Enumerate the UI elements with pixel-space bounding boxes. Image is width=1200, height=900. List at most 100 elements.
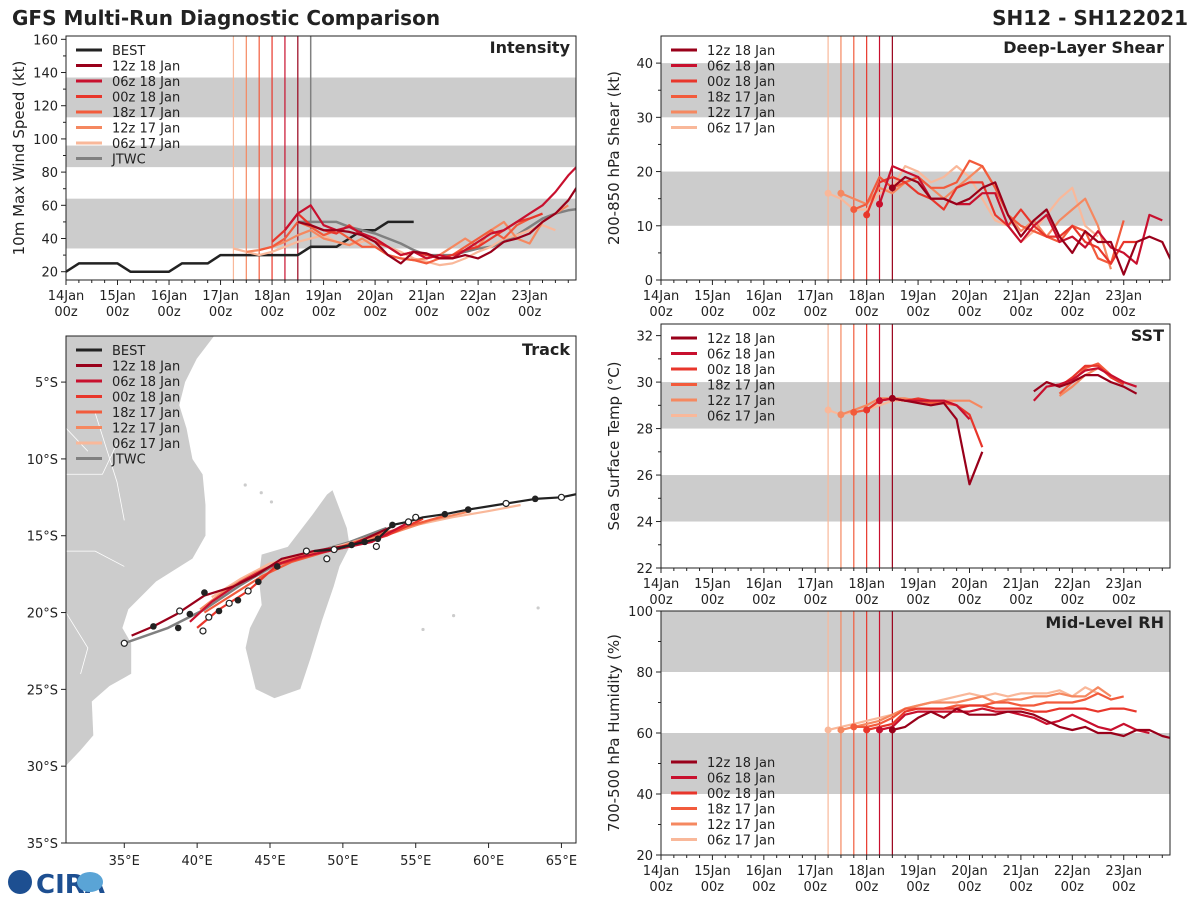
intensity-xtick-day-1: 15Jan <box>99 289 136 304</box>
track-marker-hollow-9 <box>225 599 233 607</box>
intensity-legend-label-2: 06z 18 Jan <box>112 75 180 90</box>
track-legend-label-4: 18z 17 Jan <box>112 406 180 421</box>
track-marker-hollow-0 <box>557 493 566 501</box>
sst-legend-label-0: 12z 18 Jan <box>707 332 775 347</box>
intensity-xtick-day-3: 17Jan <box>202 289 239 304</box>
track-marker-hollow-11 <box>199 627 207 635</box>
rh-legend-label-2: 00z 18 Jan <box>707 787 775 802</box>
rh-series-line-1 <box>840 686 1112 732</box>
intensity-series-line-0 <box>233 224 556 267</box>
rh-xtick-hour-9: 00z <box>1112 880 1136 895</box>
sst-legend-label-3: 18z 17 Jan <box>707 379 775 394</box>
intensity-title: Intensity <box>490 38 571 57</box>
shear-ytick-label-3: 30 <box>636 111 653 126</box>
shear-title: Deep-Layer Shear <box>1003 38 1164 57</box>
rh-xtick-day-9: 23Jan <box>1105 864 1142 879</box>
shear-init-marker-2 <box>863 211 871 219</box>
intensity-ytick-label-6: 140 <box>33 67 58 82</box>
track-ytick-label-3: 20°S <box>27 607 58 622</box>
sst-frame <box>660 323 1171 569</box>
rh-xtick-hour-3: 00z <box>804 880 828 895</box>
track-legend-label-2: 06z 18 Jan <box>112 375 180 390</box>
track-marker-hollow-4 <box>372 542 380 551</box>
rh-init-marker-2 <box>863 726 871 734</box>
rh-ylabel: 700-500 hPa Humidity (%) <box>605 634 623 832</box>
track-xtick-label-2: 45°E <box>254 854 285 869</box>
intensity-xtick-day-0: 14Jan <box>48 289 85 304</box>
rh-series-line-3 <box>866 704 1137 732</box>
country-border-4 <box>66 427 89 452</box>
africa-landmass <box>66 336 216 767</box>
track-legend-label-3: 00z 18 Jan <box>112 391 180 406</box>
panel-intensity: 2040608010012014016014Jan00z15Jan00z16Ja… <box>10 33 577 320</box>
sst-init-marker-4 <box>863 406 871 414</box>
track-marker-filled-14 <box>150 623 157 630</box>
track-marker-filled-8 <box>255 578 262 586</box>
rh-ytick-label-4: 100 <box>628 605 653 620</box>
shear-xtick-hour-6: 00z <box>958 305 982 320</box>
shear-xtick-hour-9: 00z <box>1112 305 1136 320</box>
storm-id: SH12 - SH122021 <box>992 6 1188 30</box>
track-xtick-label-3: 50°E <box>327 854 358 869</box>
rh-ytick-label-3: 80 <box>636 666 653 681</box>
shear-xtick-day-9: 23Jan <box>1105 289 1142 304</box>
intensity-band-2 <box>66 77 576 118</box>
sst-xtick-day-8: 22Jan <box>1054 577 1091 592</box>
intensity-xtick-hour-6: 00z <box>363 305 387 320</box>
track-marker-hollow-7 <box>302 547 311 555</box>
rh-xtick-day-6: 20Jan <box>951 864 988 879</box>
sst-ytick-label-1: 24 <box>636 516 653 531</box>
track-xtick-label-4: 55°E <box>400 854 431 869</box>
sst-series-line-1 <box>1058 367 1099 397</box>
rh-xtick-day-4: 18Jan <box>848 864 885 879</box>
shear-init-marker-1 <box>876 200 884 208</box>
sst-ylabel: Sea Surface Temp (°C) <box>605 361 623 530</box>
sst-xtick-hour-6: 00z <box>958 593 982 608</box>
country-border-1 <box>66 443 118 475</box>
shear-xtick-hour-4: 00z <box>855 305 879 320</box>
rh-title: Mid-Level RH <box>1045 613 1164 632</box>
track-plot-area <box>66 336 576 767</box>
country-border-3 <box>66 612 89 675</box>
rh-xtick-day-2: 16Jan <box>746 864 783 879</box>
rh-xtick-day-1: 15Jan <box>694 864 731 879</box>
sst-xtick-day-1: 15Jan <box>694 577 731 592</box>
sst-init-marker-2 <box>876 397 884 405</box>
sst-ytick-label-3: 28 <box>636 423 653 438</box>
shear-xtick-day-7: 21Jan <box>1003 289 1040 304</box>
shear-init-marker-3 <box>850 206 858 214</box>
track-marker-hollow-5 <box>330 545 338 554</box>
rh-legend-label-4: 12z 17 Jan <box>707 818 775 833</box>
shear-xtick-hour-2: 00z <box>752 305 776 320</box>
track-ytick-label-4: 25°S <box>27 683 58 698</box>
rh-xtick-day-8: 22Jan <box>1054 864 1091 879</box>
track-xtick-label-6: 65°E <box>546 854 577 869</box>
track-marker-hollow-3 <box>404 518 413 526</box>
shear-init-marker-4 <box>837 189 845 197</box>
sst-xtick-hour-3: 00z <box>804 593 828 608</box>
rh-band-0 <box>661 733 1170 794</box>
sst-init-marker-6 <box>850 408 858 416</box>
track-ytick-label-6: 35°S <box>27 837 58 852</box>
sst-xtick-hour-1: 00z <box>701 593 725 608</box>
rh-xtick-hour-5: 00z <box>906 880 930 895</box>
shear-band-1 <box>661 63 1170 118</box>
cira-logo-globe <box>8 870 32 894</box>
rh-xtick-hour-6: 00z <box>958 880 982 895</box>
intensity-xtick-hour-3: 00z <box>209 305 233 320</box>
sst-xtick-day-9: 23Jan <box>1105 577 1142 592</box>
rh-xtick-hour-4: 00z <box>855 880 879 895</box>
panel-track: 35°E 40°E 45°E 50°E 55°E 60°E 65°E 5°S 10°S 15°S 2… <box>27 335 577 869</box>
shear-xtick-hour-1: 00z <box>701 305 725 320</box>
shear-series-line-2 <box>853 159 1125 265</box>
rh-legend-label-3: 18z 17 Jan <box>707 803 775 818</box>
panel-rh: 2040608010014Jan00z15Jan00z16Jan00z17Jan… <box>605 605 1171 895</box>
intensity-band-1 <box>66 145 576 168</box>
track-marker-filled-2 <box>441 510 449 518</box>
track-marker-hollow-8 <box>244 587 252 595</box>
shear-series-line-1 <box>840 165 1112 270</box>
sst-xtick-hour-8: 00z <box>1061 593 1085 608</box>
intensity-xtick-hour-8: 00z <box>466 305 490 320</box>
shear-series-line-5 <box>891 175 1170 276</box>
shear-xtick-day-2: 16Jan <box>746 289 783 304</box>
